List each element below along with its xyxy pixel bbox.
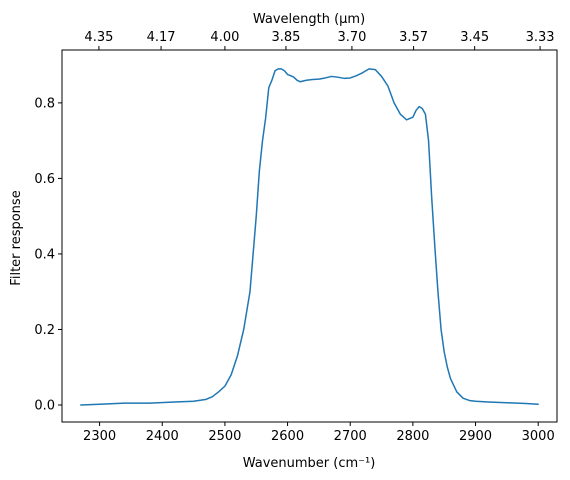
plot-frame xyxy=(61,49,558,423)
top-tick-label: 4.17 xyxy=(147,30,176,45)
top-tick-label: 3.70 xyxy=(337,30,366,45)
top-tick-label: 3.45 xyxy=(460,30,489,45)
ticks-layer: 2300 2400 2500 2600 2700 2800 2900 3000 0.0 0.2 0.… xyxy=(34,30,554,444)
filter-response-line xyxy=(80,68,539,406)
top-tick-label: 3.85 xyxy=(271,30,300,45)
x-tick-label: 2500 xyxy=(208,429,241,444)
x-tick-label: 2600 xyxy=(271,429,304,444)
x-tick-label: 2800 xyxy=(396,429,429,444)
top-tick-label: 3.33 xyxy=(526,30,555,45)
top-tick-label: 4.00 xyxy=(210,30,239,45)
x-tick-label: 2900 xyxy=(459,429,492,444)
x-tick-label: 2400 xyxy=(146,429,179,444)
top-tick-label: 4.35 xyxy=(84,30,113,45)
x-axis-title: Wavenumber (cm⁻¹) xyxy=(243,456,376,471)
top-x-axis-title: Wavelength (μm) xyxy=(253,12,365,27)
x-tick-label: 2300 xyxy=(83,429,116,444)
top-tick-label: 3.57 xyxy=(399,30,428,45)
x-tick-label: 3000 xyxy=(522,429,555,444)
y-tick-label: 0.8 xyxy=(34,96,55,111)
y-tick-label: 0.2 xyxy=(34,323,55,338)
y-axis-title: Filter response xyxy=(9,190,24,285)
y-tick-label: 0.6 xyxy=(34,172,55,187)
y-tick-label: 0.0 xyxy=(34,399,55,414)
y-tick-label: 0.4 xyxy=(34,247,55,262)
x-tick-label: 2700 xyxy=(334,429,367,444)
